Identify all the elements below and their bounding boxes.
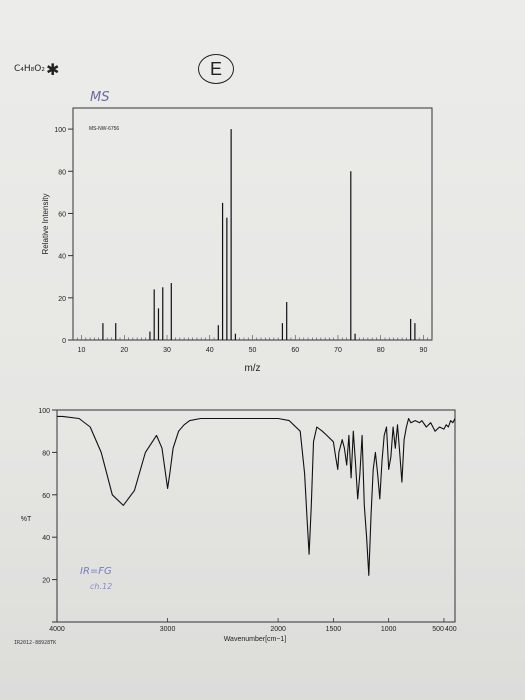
ir-plot-frame bbox=[56, 409, 456, 623]
ms-x-tick-label: 40 bbox=[206, 347, 214, 354]
ir-x-tick-label: 1500 bbox=[326, 626, 342, 633]
ir-y-axis-label: %T bbox=[21, 516, 32, 523]
ms-handwritten-note: MS bbox=[90, 90, 110, 105]
ir-x-tick-label: 500 bbox=[432, 626, 444, 633]
ms-y-tick-label: 80 bbox=[58, 169, 66, 176]
ms-y-tick-label: 0 bbox=[62, 338, 66, 345]
ms-x-tick-label: 30 bbox=[163, 347, 171, 354]
ms-spectrum-code: MS-NW-6756 bbox=[89, 126, 119, 132]
molecular-formula: C₄H₈O₂ bbox=[14, 64, 45, 74]
ir-handwritten-note-2: ch.12 bbox=[90, 582, 113, 591]
ms-y-tick-label: 20 bbox=[58, 296, 66, 303]
ms-x-tick-label: 70 bbox=[334, 347, 342, 354]
ir-y-tick-label: 100 bbox=[38, 408, 50, 415]
ir-y-tick-label: 20 bbox=[42, 578, 50, 585]
ms-y-tick-label: 60 bbox=[58, 211, 66, 218]
ir-spectrum-id: IR2012-88928TK bbox=[14, 640, 57, 646]
ms-y-tick-label: 40 bbox=[58, 254, 66, 261]
ir-y-tick-label: 60 bbox=[42, 493, 50, 500]
ms-x-tick-label: 10 bbox=[78, 347, 86, 354]
ir-x-tick-label: 4000 bbox=[49, 626, 65, 633]
ir-x-tick-label: 2000 bbox=[270, 626, 286, 633]
ir-handwritten-note: IR=FG bbox=[80, 566, 112, 577]
ir-y-tick-label: 80 bbox=[42, 450, 50, 457]
star-mark: ✱ bbox=[46, 60, 60, 79]
ms-y-axis-label: Relative Intensity bbox=[41, 194, 50, 255]
ir-x-axis-label: Wavenumber[cm−1] bbox=[224, 636, 287, 643]
ms-x-tick-label: 60 bbox=[291, 347, 299, 354]
ir-x-tick-label: 400 bbox=[445, 626, 457, 633]
ms-x-tick-label: 90 bbox=[420, 347, 428, 354]
ms-x-tick-label: 20 bbox=[120, 347, 128, 354]
ir-x-tick-label: 3000 bbox=[160, 626, 176, 633]
ir-y-tick-label: 40 bbox=[42, 535, 50, 542]
ms-x-tick-label: 80 bbox=[377, 347, 385, 354]
circled-letter: E bbox=[198, 54, 234, 84]
ms-x-axis-label: m/z bbox=[244, 363, 260, 374]
ir-x-tick-label: 1000 bbox=[381, 626, 397, 633]
ir-transmittance-line bbox=[57, 415, 456, 576]
ms-y-tick-label: 100 bbox=[54, 127, 66, 134]
ms-x-tick-label: 50 bbox=[249, 347, 257, 354]
